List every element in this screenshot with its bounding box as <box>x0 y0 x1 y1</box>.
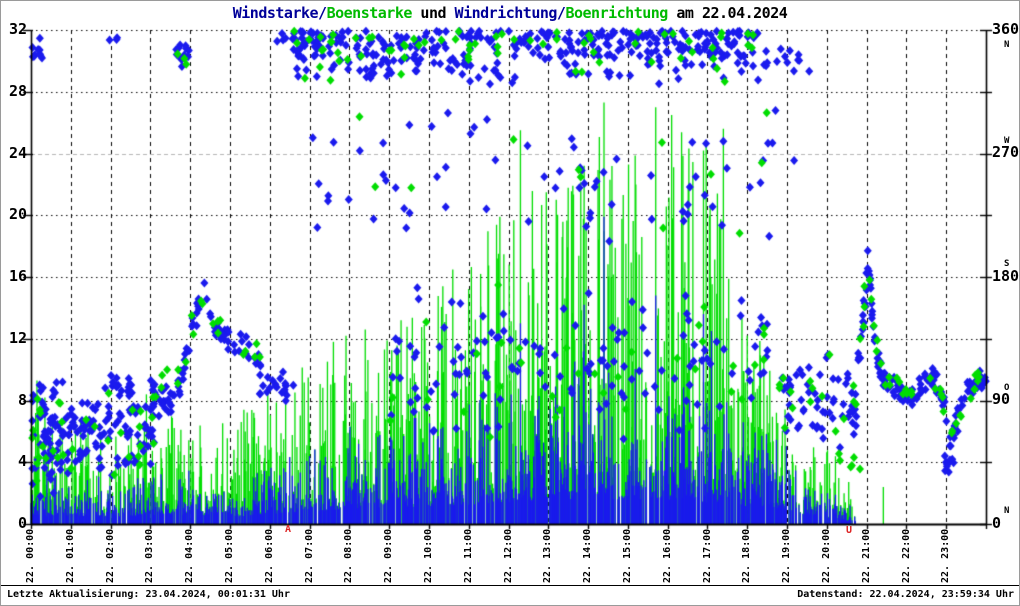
y-left-tick-4: 4 <box>17 452 27 470</box>
x-tick-18: 22. 18:00 <box>741 528 752 583</box>
x-tick-12: 22. 12:00 <box>503 528 514 583</box>
y-left-tick-8: 8 <box>17 391 27 409</box>
title-boenstarke: Boenstarke <box>326 4 413 22</box>
x-tick-21: 22. 21:00 <box>861 528 872 583</box>
y-right-tick-270: 270 <box>992 143 1020 161</box>
title-windstarke: Windstarke/ <box>232 4 327 22</box>
y-right-tick-0: 0 <box>992 514 1002 532</box>
x-tick-07: 22. 07:00 <box>304 528 315 583</box>
compass-letter-s: S <box>1004 259 1010 269</box>
y-left-tick-32: 32 <box>8 20 27 38</box>
x-tick-06: 22. 06:00 <box>264 528 275 583</box>
x-tick-13: 22. 13:00 <box>542 528 553 583</box>
x-tick-03: 22. 03:00 <box>144 528 155 583</box>
x-tick-04: 22. 04:00 <box>184 528 195 583</box>
sunset-marker-label: U <box>846 525 853 536</box>
y-left-tick-0: 0 <box>17 514 27 532</box>
title-und: und <box>411 4 455 22</box>
y-left-tick-28: 28 <box>8 82 27 100</box>
x-tick-01: 22. 01:00 <box>65 528 76 583</box>
y-left-tick-12: 12 <box>8 329 27 347</box>
x-tick-15: 22. 15:00 <box>622 528 633 583</box>
x-tick-14: 22. 14:00 <box>582 528 593 583</box>
y-left-tick-20: 20 <box>8 205 27 223</box>
compass-letter-o: O <box>1004 383 1010 393</box>
title-date: am 22.04.2024 <box>667 4 788 22</box>
x-tick-20: 22. 20:00 <box>821 528 832 583</box>
footer-data-state: Datenstand: 22.04.2024, 23:59:34 Uhr <box>797 589 1014 600</box>
x-tick-08: 22. 08:00 <box>343 528 354 583</box>
sunrise-marker-label: A <box>285 524 292 535</box>
x-tick-10: 22. 10:00 <box>423 528 434 583</box>
x-tick-22: 22. 22:00 <box>901 528 912 583</box>
compass-letter-n-360: N <box>1004 40 1010 50</box>
y-right-tick-90: 90 <box>992 390 1011 408</box>
x-tick-02: 22. 02:00 <box>105 528 116 583</box>
x-tick-19: 22. 19:00 <box>781 528 792 583</box>
title-windrichtung: Windrichtung/ <box>454 4 566 22</box>
footer-divider <box>1 585 1019 586</box>
compass-letter-n-0: N <box>1004 506 1010 516</box>
compass-letter-w: W <box>1004 136 1010 146</box>
y-left-tick-24: 24 <box>8 144 27 162</box>
x-tick-11: 22. 11:00 <box>463 528 474 583</box>
x-tick-09: 22. 09:00 <box>383 528 394 583</box>
footer-last-update: Letzte Aktualisierung: 23.04.2024, 00:01… <box>7 589 290 600</box>
y-left-tick-16: 16 <box>8 267 27 285</box>
title-boenrichtung: Boenrichtung <box>565 4 668 22</box>
x-tick-00: 22. 00:00 <box>25 528 36 583</box>
x-tick-16: 22. 16:00 <box>662 528 673 583</box>
chart-title: Windstarke/Boenstarke und Windrichtung/B… <box>1 4 1019 22</box>
x-tick-17: 22. 17:00 <box>702 528 713 583</box>
y-right-tick-180: 180 <box>992 267 1020 285</box>
y-right-tick-360: 360 <box>992 20 1020 38</box>
x-tick-23: 22. 23:00 <box>940 528 951 583</box>
x-tick-05: 22. 05:00 <box>224 528 235 583</box>
